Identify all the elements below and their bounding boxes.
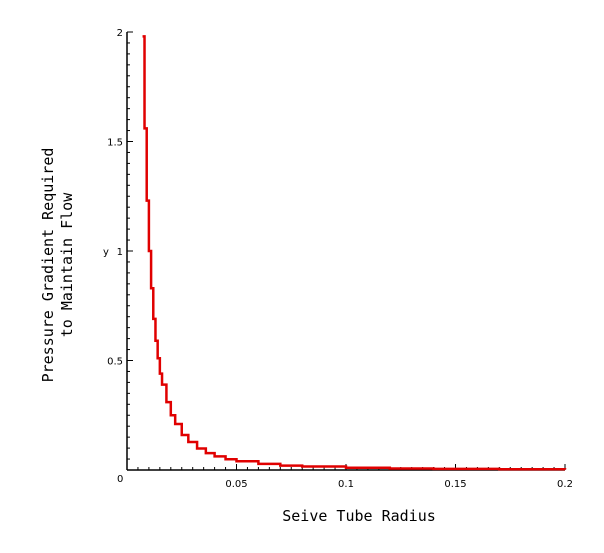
y-tick-label: 2 <box>117 28 123 39</box>
origin-label: 0 <box>117 474 123 485</box>
x-tick-label: 0.2 <box>557 479 573 490</box>
y-tick-label: 1 <box>117 247 123 258</box>
x-tick-label: 0.1 <box>338 479 354 490</box>
x-tick-label: 0.15 <box>444 479 466 490</box>
minor-ticks <box>127 31 566 470</box>
series-line <box>142 35 567 471</box>
y-axis-title-line-2: to Maintain Flow <box>58 192 76 337</box>
y-axis-title-line-1: Pressure Gradient Required <box>39 148 57 383</box>
x-tick-labels: 0.05 0.1 0.15 0.2 <box>225 479 573 490</box>
y-axis-inline-label: y <box>103 247 109 258</box>
y-tick-label: 0.5 <box>107 357 123 368</box>
y-tick-label: 1.5 <box>107 138 123 149</box>
y-tick-labels: 0.5 1 1.5 2 <box>107 28 123 368</box>
x-tick-label: 0.05 <box>225 479 247 490</box>
x-axis-title: Seive Tube Radius <box>282 507 436 525</box>
